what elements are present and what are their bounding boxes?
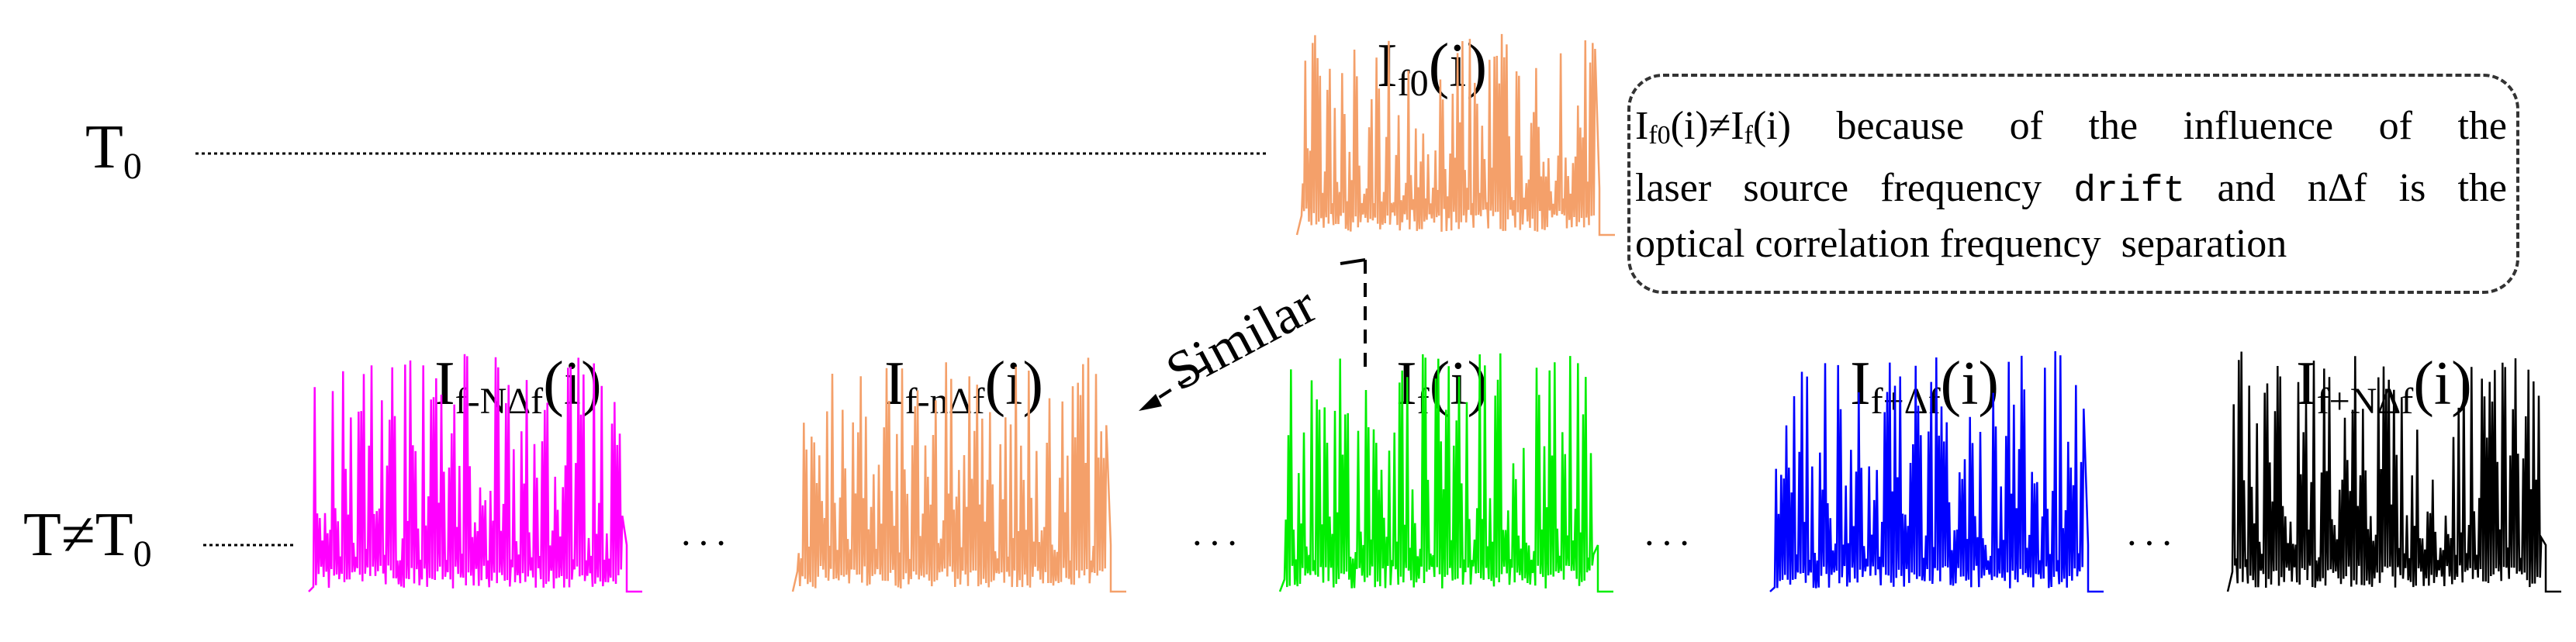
ellipsis-2: ··· [1191, 521, 1243, 564]
note-line-3: optical correlation frequency separation [1635, 222, 2287, 266]
row-label-t-not-t0-main: T≠T [23, 501, 133, 569]
row-label-t0: T0 [85, 116, 142, 185]
ellipsis-1: ··· [679, 521, 732, 564]
note-text: and nΔf is the [2185, 166, 2507, 210]
ellipsis-3: ··· [1643, 521, 1696, 564]
row-label-t-not-t0: T≠T0 [23, 504, 152, 573]
similar-arrow-stem [1340, 258, 1366, 265]
trace-f [1278, 353, 1613, 593]
note-text: (i)≠I [1670, 104, 1744, 148]
signal-traces [308, 33, 2561, 593]
signal-label-f-plus-delta: If+Δf(i) [1850, 353, 1999, 420]
note-line-1: If0(i)≠If(i) because of the influence of… [1635, 100, 2507, 162]
note-sub: f0 [1648, 121, 1671, 150]
note-text: I [1635, 104, 1649, 148]
row-label-t0-sub: 0 [123, 146, 142, 187]
similar-arrow-head [1139, 394, 1162, 411]
trace-f-plus-delta [1769, 350, 2104, 593]
trace-f-minus-n-delta [791, 357, 1126, 593]
signal-label-f-plus-N-delta: If+NΔf(i) [2296, 353, 2472, 420]
reference-signal-main: I [1377, 32, 1398, 100]
note-sub: f [1744, 121, 1753, 150]
row-label-t0-main: T [85, 113, 123, 181]
signal-label-sub: f+NΔf [2316, 381, 2414, 422]
signal-label-arg: (i) [1940, 350, 2000, 418]
similar-label: Similar [1157, 274, 1326, 402]
trace-reference-f0 [1295, 33, 1615, 236]
signal-label-arg: (i) [984, 350, 1043, 418]
signal-label-arg: (i) [2413, 350, 2472, 418]
note-text: laser source frequency [1635, 166, 2074, 210]
explanation-note-box: If0(i)≠If(i) because of the influence of… [1627, 74, 2519, 294]
signal-label-main: I [1850, 350, 1871, 418]
reference-signal-label: If0(i) [1377, 35, 1487, 102]
signal-label-f-minus-N-delta: If-NΔf(i) [434, 353, 602, 420]
note-mono-text: drift [2073, 171, 2186, 212]
signal-label-main: I [434, 350, 455, 418]
note-line-2: laser source frequency drift and nΔf is … [1635, 162, 2507, 218]
signal-label-arg: (i) [543, 350, 602, 418]
row-label-t-not-t0-sub: 0 [133, 533, 152, 575]
reference-signal-sub: f0 [1397, 63, 1429, 104]
trace-f-minus-N-delta [308, 354, 642, 593]
note-text: (i) because of the influence of the [1752, 104, 2507, 148]
ellipsis-4: ··· [2125, 521, 2178, 564]
signal-label-sub: f+Δf [1870, 381, 1941, 422]
similar-arrow-diagonal [1146, 363, 1212, 406]
trace-f-plus-N-delta [2226, 351, 2561, 593]
